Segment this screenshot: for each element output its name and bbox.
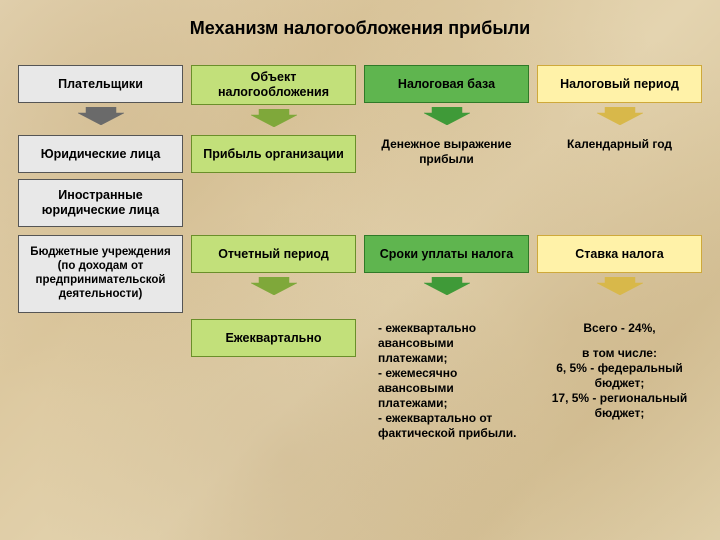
row-5: Ежеквартально - ежеквартально авансовыми… xyxy=(0,319,720,443)
col-4: Ставка налога xyxy=(537,235,702,313)
col-2: Прибыль организации xyxy=(191,135,356,227)
col-4: Календарный год xyxy=(537,135,702,227)
text-payment-options: - ежеквартально авансовыми платежами; - … xyxy=(364,319,529,443)
col-1: Юридические лица Иностранные юридические… xyxy=(18,135,183,227)
box-org-profit: Прибыль организации xyxy=(191,135,356,173)
diagram-content: Механизм налогообложения прибыли Платель… xyxy=(0,0,720,540)
box-payment-deadlines: Сроки уплаты налога xyxy=(364,235,529,273)
header-row: Плательщики Объект налогообложения Налог… xyxy=(0,65,720,129)
col-1 xyxy=(18,319,183,443)
arrow-icon xyxy=(597,277,643,295)
box-quarterly: Ежеквартально xyxy=(191,319,356,357)
box-legal-entities: Юридические лица xyxy=(18,135,183,173)
arrow-icon xyxy=(78,107,124,125)
col-3: Налоговая база xyxy=(364,65,529,129)
col-2: Отчетный период xyxy=(191,235,356,313)
box-foreign-entities: Иностранные юридические лица xyxy=(18,179,183,227)
row-2: Юридические лица Иностранные юридические… xyxy=(0,135,720,227)
col-1: Плательщики xyxy=(18,65,183,129)
text-rate-breakdown: в том числе: 6, 5% - федеральный бюджет;… xyxy=(537,344,702,423)
col-2: Объект налогообложения xyxy=(191,65,356,129)
page-title: Механизм налогообложения прибыли xyxy=(0,0,720,39)
box-reporting-period: Отчетный период xyxy=(191,235,356,273)
arrow-icon xyxy=(251,109,297,127)
text-monetary-expression: Денежное выражение прибыли xyxy=(364,135,529,169)
col-3: Денежное выражение прибыли xyxy=(364,135,529,227)
col-3: Сроки уплаты налога xyxy=(364,235,529,313)
box-tax-rate: Ставка налога xyxy=(537,235,702,273)
arrow-icon xyxy=(424,107,470,125)
text-calendar-year: Календарный год xyxy=(537,135,702,154)
text-rate-total: Всего - 24%, xyxy=(537,319,702,338)
arrow-icon xyxy=(597,107,643,125)
arrow-icon xyxy=(424,277,470,295)
box-budget-institutions: Бюджетные учреждения (по доходам от пред… xyxy=(18,235,183,313)
header-period: Налоговый период xyxy=(537,65,702,103)
col-4: Всего - 24%, в том числе: 6, 5% - федера… xyxy=(537,319,702,443)
header-payers: Плательщики xyxy=(18,65,183,103)
header-base: Налоговая база xyxy=(364,65,529,103)
col-1: Бюджетные учреждения (по доходам от пред… xyxy=(18,235,183,313)
header-object: Объект налогообложения xyxy=(191,65,356,105)
col-2: Ежеквартально xyxy=(191,319,356,443)
row-3: Бюджетные учреждения (по доходам от пред… xyxy=(0,235,720,313)
col-4: Налоговый период xyxy=(537,65,702,129)
col-3: - ежеквартально авансовыми платежами; - … xyxy=(364,319,529,443)
arrow-icon xyxy=(251,277,297,295)
